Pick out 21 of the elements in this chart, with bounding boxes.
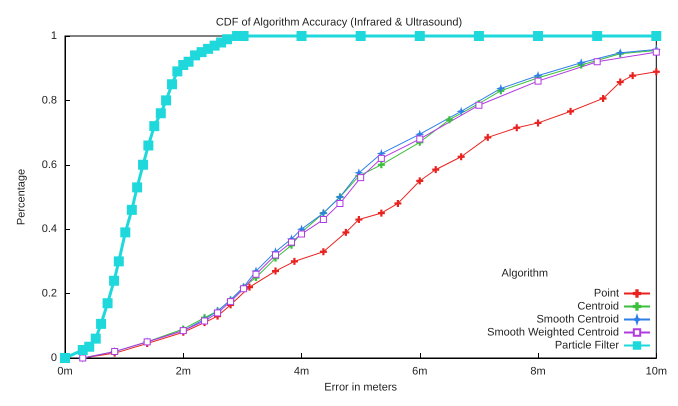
legend-label: Point: [594, 288, 619, 300]
x-axis-title: Error in meters: [324, 382, 398, 394]
legend-label: Smooth Weighted Centroid: [487, 326, 619, 338]
legend-label: Centroid: [577, 300, 619, 312]
legend-label: Smooth Centroid: [536, 314, 619, 326]
legend-title: Algorithm: [502, 268, 548, 280]
y-tick-label: 0.2: [42, 288, 57, 300]
y-tick-label: 0.4: [42, 223, 57, 236]
legend-label: Particle Filter: [554, 340, 620, 352]
y-tick-label: 0: [50, 352, 57, 364]
x-tick-label: 4m: [294, 366, 310, 378]
y-tick-label: 1: [50, 30, 57, 42]
y-tick-label: 0.8: [42, 94, 57, 106]
x-tick-label: 8m: [530, 366, 546, 378]
x-tick-label: 10m: [646, 366, 668, 378]
y-axis-title: Percentage: [16, 168, 28, 226]
x-tick-label: 6m: [412, 366, 428, 378]
x-tick-label: 0m: [57, 366, 73, 378]
chart-title: CDF of Algorithm Accuracy (Infrared & Ultrasound): [216, 16, 462, 28]
y-tick-label: 0.6: [42, 158, 57, 171]
x-tick-label: 2m: [176, 366, 191, 378]
